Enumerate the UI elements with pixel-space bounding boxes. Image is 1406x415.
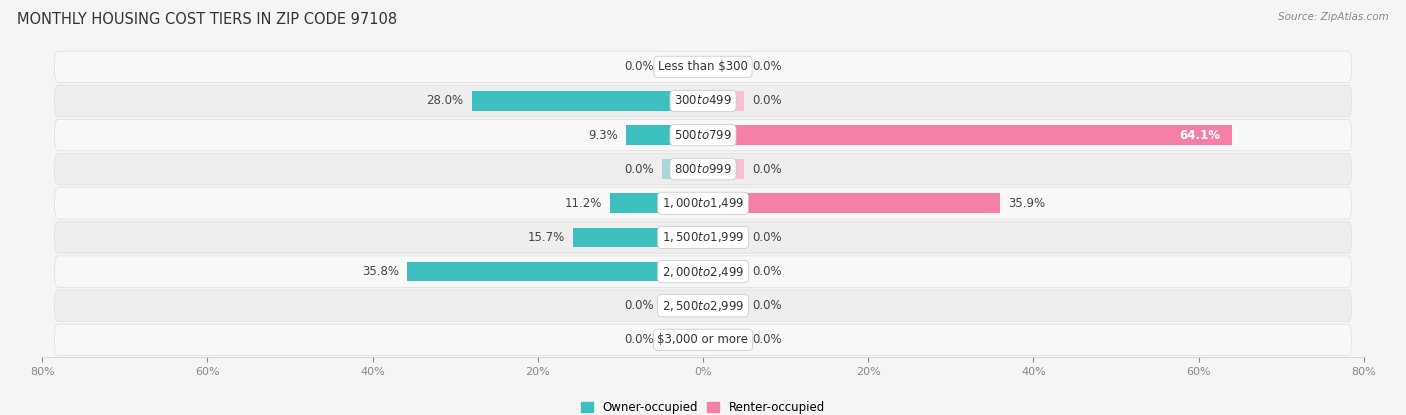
Text: 9.3%: 9.3% [588, 129, 617, 142]
Bar [703, 227, 744, 247]
FancyBboxPatch shape [55, 154, 1351, 185]
Bar [662, 57, 703, 77]
Bar [703, 91, 744, 111]
Bar [662, 159, 703, 179]
Bar [662, 330, 703, 350]
Text: $2,000 to $2,499: $2,000 to $2,499 [662, 265, 744, 278]
Bar [703, 193, 1000, 213]
Bar [662, 296, 703, 316]
Text: 35.9%: 35.9% [1008, 197, 1045, 210]
Text: $1,000 to $1,499: $1,000 to $1,499 [662, 196, 744, 210]
Text: 28.0%: 28.0% [426, 95, 464, 107]
Text: 0.0%: 0.0% [624, 163, 654, 176]
Text: 0.0%: 0.0% [752, 265, 782, 278]
Text: 0.0%: 0.0% [624, 60, 654, 73]
Text: Source: ZipAtlas.com: Source: ZipAtlas.com [1278, 12, 1389, 22]
Text: 11.2%: 11.2% [565, 197, 602, 210]
Text: 0.0%: 0.0% [624, 333, 654, 347]
Text: $800 to $999: $800 to $999 [673, 163, 733, 176]
Legend: Owner-occupied, Renter-occupied: Owner-occupied, Renter-occupied [576, 396, 830, 415]
Text: $2,500 to $2,999: $2,500 to $2,999 [662, 299, 744, 313]
Bar [703, 296, 744, 316]
FancyBboxPatch shape [55, 85, 1351, 117]
Text: 64.1%: 64.1% [1180, 129, 1220, 142]
Text: 0.0%: 0.0% [752, 163, 782, 176]
Bar [408, 262, 703, 281]
Bar [703, 330, 744, 350]
FancyBboxPatch shape [55, 290, 1351, 321]
Bar [703, 125, 1233, 145]
Text: 0.0%: 0.0% [752, 299, 782, 312]
FancyBboxPatch shape [55, 51, 1351, 83]
Text: 35.8%: 35.8% [361, 265, 399, 278]
Text: 15.7%: 15.7% [527, 231, 565, 244]
Text: Less than $300: Less than $300 [658, 60, 748, 73]
Text: $3,000 or more: $3,000 or more [658, 333, 748, 347]
Bar [471, 91, 703, 111]
FancyBboxPatch shape [55, 222, 1351, 253]
FancyBboxPatch shape [55, 188, 1351, 219]
FancyBboxPatch shape [55, 120, 1351, 151]
Bar [626, 125, 703, 145]
Text: 0.0%: 0.0% [752, 231, 782, 244]
Text: $1,500 to $1,999: $1,500 to $1,999 [662, 230, 744, 244]
Text: 0.0%: 0.0% [752, 333, 782, 347]
Text: $500 to $799: $500 to $799 [673, 129, 733, 142]
Bar [703, 262, 744, 281]
Text: MONTHLY HOUSING COST TIERS IN ZIP CODE 97108: MONTHLY HOUSING COST TIERS IN ZIP CODE 9… [17, 12, 396, 27]
Bar [703, 159, 744, 179]
FancyBboxPatch shape [55, 256, 1351, 287]
FancyBboxPatch shape [55, 324, 1351, 356]
Text: $300 to $499: $300 to $499 [673, 95, 733, 107]
Text: 0.0%: 0.0% [752, 60, 782, 73]
Text: 0.0%: 0.0% [752, 95, 782, 107]
Bar [610, 193, 703, 213]
Bar [574, 227, 703, 247]
Text: 0.0%: 0.0% [624, 299, 654, 312]
Bar [703, 57, 744, 77]
